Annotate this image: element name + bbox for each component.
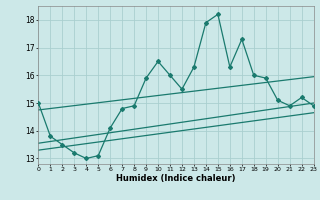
X-axis label: Humidex (Indice chaleur): Humidex (Indice chaleur) [116,174,236,183]
